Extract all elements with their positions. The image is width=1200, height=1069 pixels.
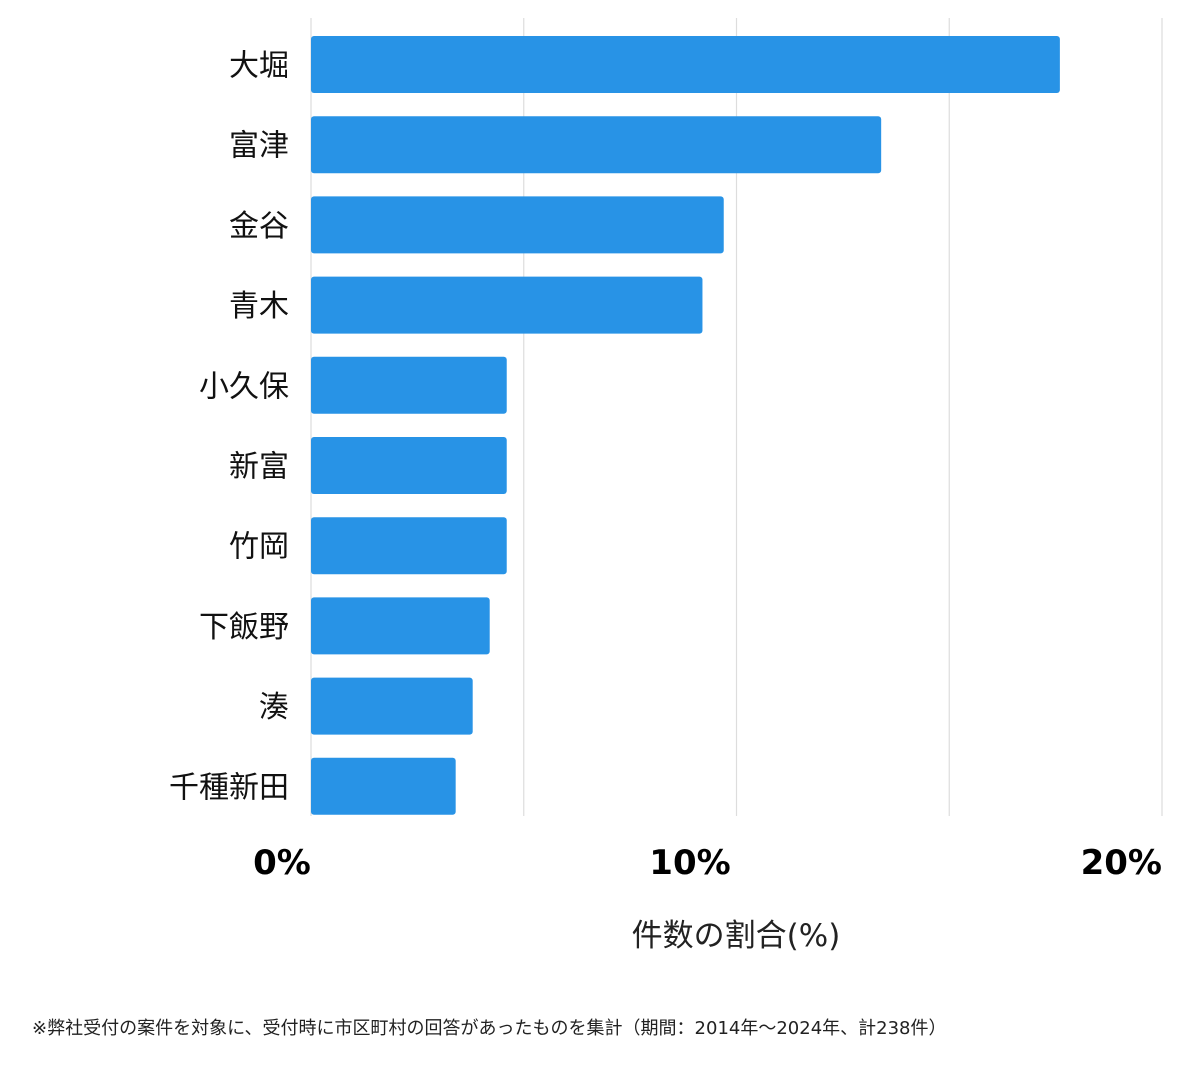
category-label: 大堀 xyxy=(229,49,289,84)
category-label: 小久保 xyxy=(199,369,289,404)
x-tick-label: 20% xyxy=(1081,843,1162,883)
category-label: 竹岡 xyxy=(229,530,289,565)
x-tick-labels: 0% 10% 20% xyxy=(253,843,1162,883)
category-label: 金谷 xyxy=(229,209,289,244)
footnote: ※弊社受付の案件を対象に、受付時に市区町村の回答があったものを集計（期間：201… xyxy=(32,1018,947,1039)
bar xyxy=(311,517,507,575)
bar xyxy=(311,196,724,254)
category-label: 下飯野 xyxy=(199,610,289,645)
bar xyxy=(311,356,507,414)
x-tick-label: 0% xyxy=(253,843,311,883)
category-label: 富津 xyxy=(229,129,289,164)
category-label: 湊 xyxy=(259,690,289,725)
x-tick-label: 10% xyxy=(649,843,730,883)
bar xyxy=(311,116,882,174)
category-label: 新富 xyxy=(229,450,289,485)
bar xyxy=(311,36,1060,93)
bars xyxy=(311,36,1060,815)
bar xyxy=(311,276,703,334)
bar xyxy=(311,437,507,494)
bar xyxy=(311,677,473,735)
category-label: 千種新田 xyxy=(169,770,289,805)
category-label: 青木 xyxy=(229,289,289,324)
bar xyxy=(311,597,490,655)
bar xyxy=(311,757,456,815)
x-axis-title: 件数の割合(%) xyxy=(632,918,841,954)
